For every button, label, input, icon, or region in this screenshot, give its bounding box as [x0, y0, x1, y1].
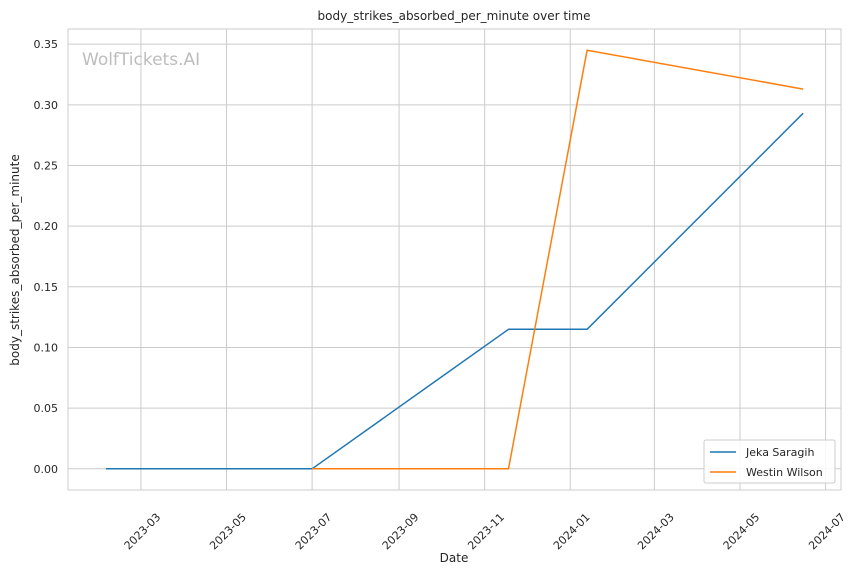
x-tick-label: 2024-07 — [806, 511, 848, 553]
x-tick-label: 2024-05 — [721, 511, 763, 553]
y-tick-label: 0.25 — [34, 159, 59, 172]
y-tick-label: 0.10 — [34, 341, 59, 354]
x-tick-label: 2024-03 — [635, 511, 677, 553]
x-axis-label: Date — [440, 551, 469, 565]
plot-frame — [67, 28, 842, 491]
legend-label-westin-wilson: Westin Wilson — [746, 466, 823, 479]
y-tick-label: 0.30 — [34, 99, 59, 112]
y-axis-label: body_strikes_absorbed_per_minute — [8, 154, 22, 365]
x-tick-label: 2023-09 — [380, 511, 422, 553]
x-tick-label: 2023-05 — [207, 511, 249, 553]
y-tick-label: 0.05 — [34, 402, 59, 415]
y-axis: 0.00 0.05 0.10 0.15 0.20 0.25 0.30 0.35 — [34, 38, 59, 476]
watermark: WolfTickets.AI — [82, 50, 200, 70]
x-tick-label: 2023-07 — [293, 511, 335, 553]
series-lines — [105, 49, 804, 470]
legend-box — [703, 439, 836, 484]
legend-label-jeka-saragih: Jeka Saragih — [745, 446, 814, 459]
series-line-westin-wilson — [312, 49, 804, 470]
y-tick-label: 0.35 — [34, 38, 59, 51]
legend: Jeka Saragih Westin Wilson — [703, 439, 836, 484]
x-tick-label: 2023-03 — [122, 511, 164, 553]
x-axis: 2023-03 2023-05 2023-07 2023-09 2023-11 2024-… — [122, 511, 848, 553]
x-tick-label: 2023-11 — [465, 511, 507, 553]
y-tick-label: 0.00 — [34, 463, 59, 476]
y-tick-label: 0.15 — [34, 281, 59, 294]
grid — [68, 29, 841, 490]
x-tick-label: 2024-01 — [551, 511, 593, 553]
series-line-jeka-saragih — [105, 112, 804, 470]
y-tick-label: 0.20 — [34, 220, 59, 233]
chart-title: body_strikes_absorbed_per_minute over ti… — [318, 9, 591, 23]
